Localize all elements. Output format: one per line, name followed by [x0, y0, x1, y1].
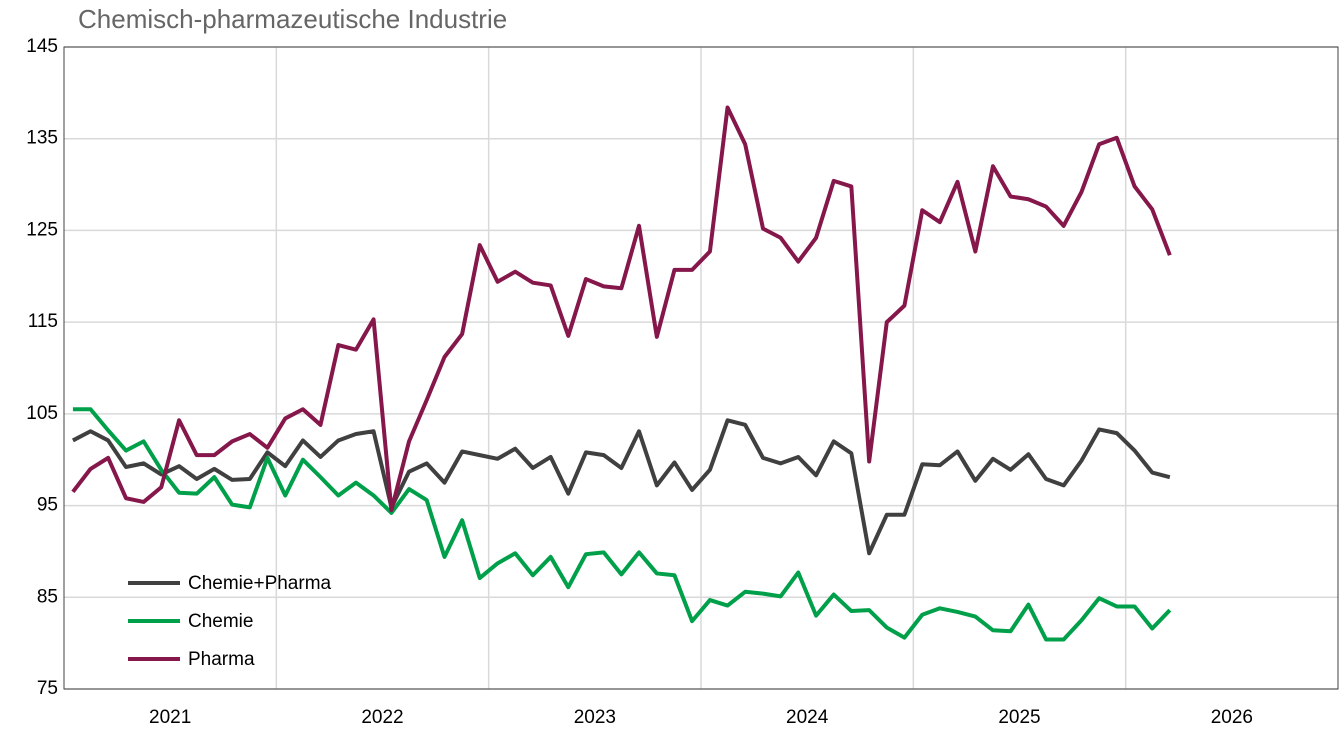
y-tick-label: 105	[26, 403, 58, 424]
x-tick-label: 2025	[998, 707, 1040, 728]
plot-border	[63, 46, 1339, 690]
x-tick-label: 2024	[786, 707, 829, 728]
y-tick-label: 145	[26, 36, 58, 57]
y-tick-label: 125	[26, 219, 58, 240]
x-tick-label: 2023	[574, 707, 616, 728]
series-line	[71, 418, 1171, 556]
chart-title: Chemisch-pharmazeutische Industrie	[78, 4, 507, 34]
y-tick-label: 95	[37, 495, 58, 516]
y-tick-label: 75	[37, 678, 58, 699]
legend-label: Chemie	[188, 611, 253, 632]
legend-label: Pharma	[188, 649, 255, 670]
legend-label: Chemie+Pharma	[188, 573, 332, 594]
x-tick-label: 2026	[1211, 707, 1253, 728]
y-tick-label: 115	[28, 311, 58, 332]
y-tick-label: 135	[26, 128, 58, 149]
series-line	[72, 407, 1172, 642]
x-tick-label: 2022	[361, 707, 403, 728]
x-tick-label: 2021	[149, 707, 191, 728]
series-line	[71, 105, 1172, 513]
y-tick-label: 85	[37, 586, 58, 607]
